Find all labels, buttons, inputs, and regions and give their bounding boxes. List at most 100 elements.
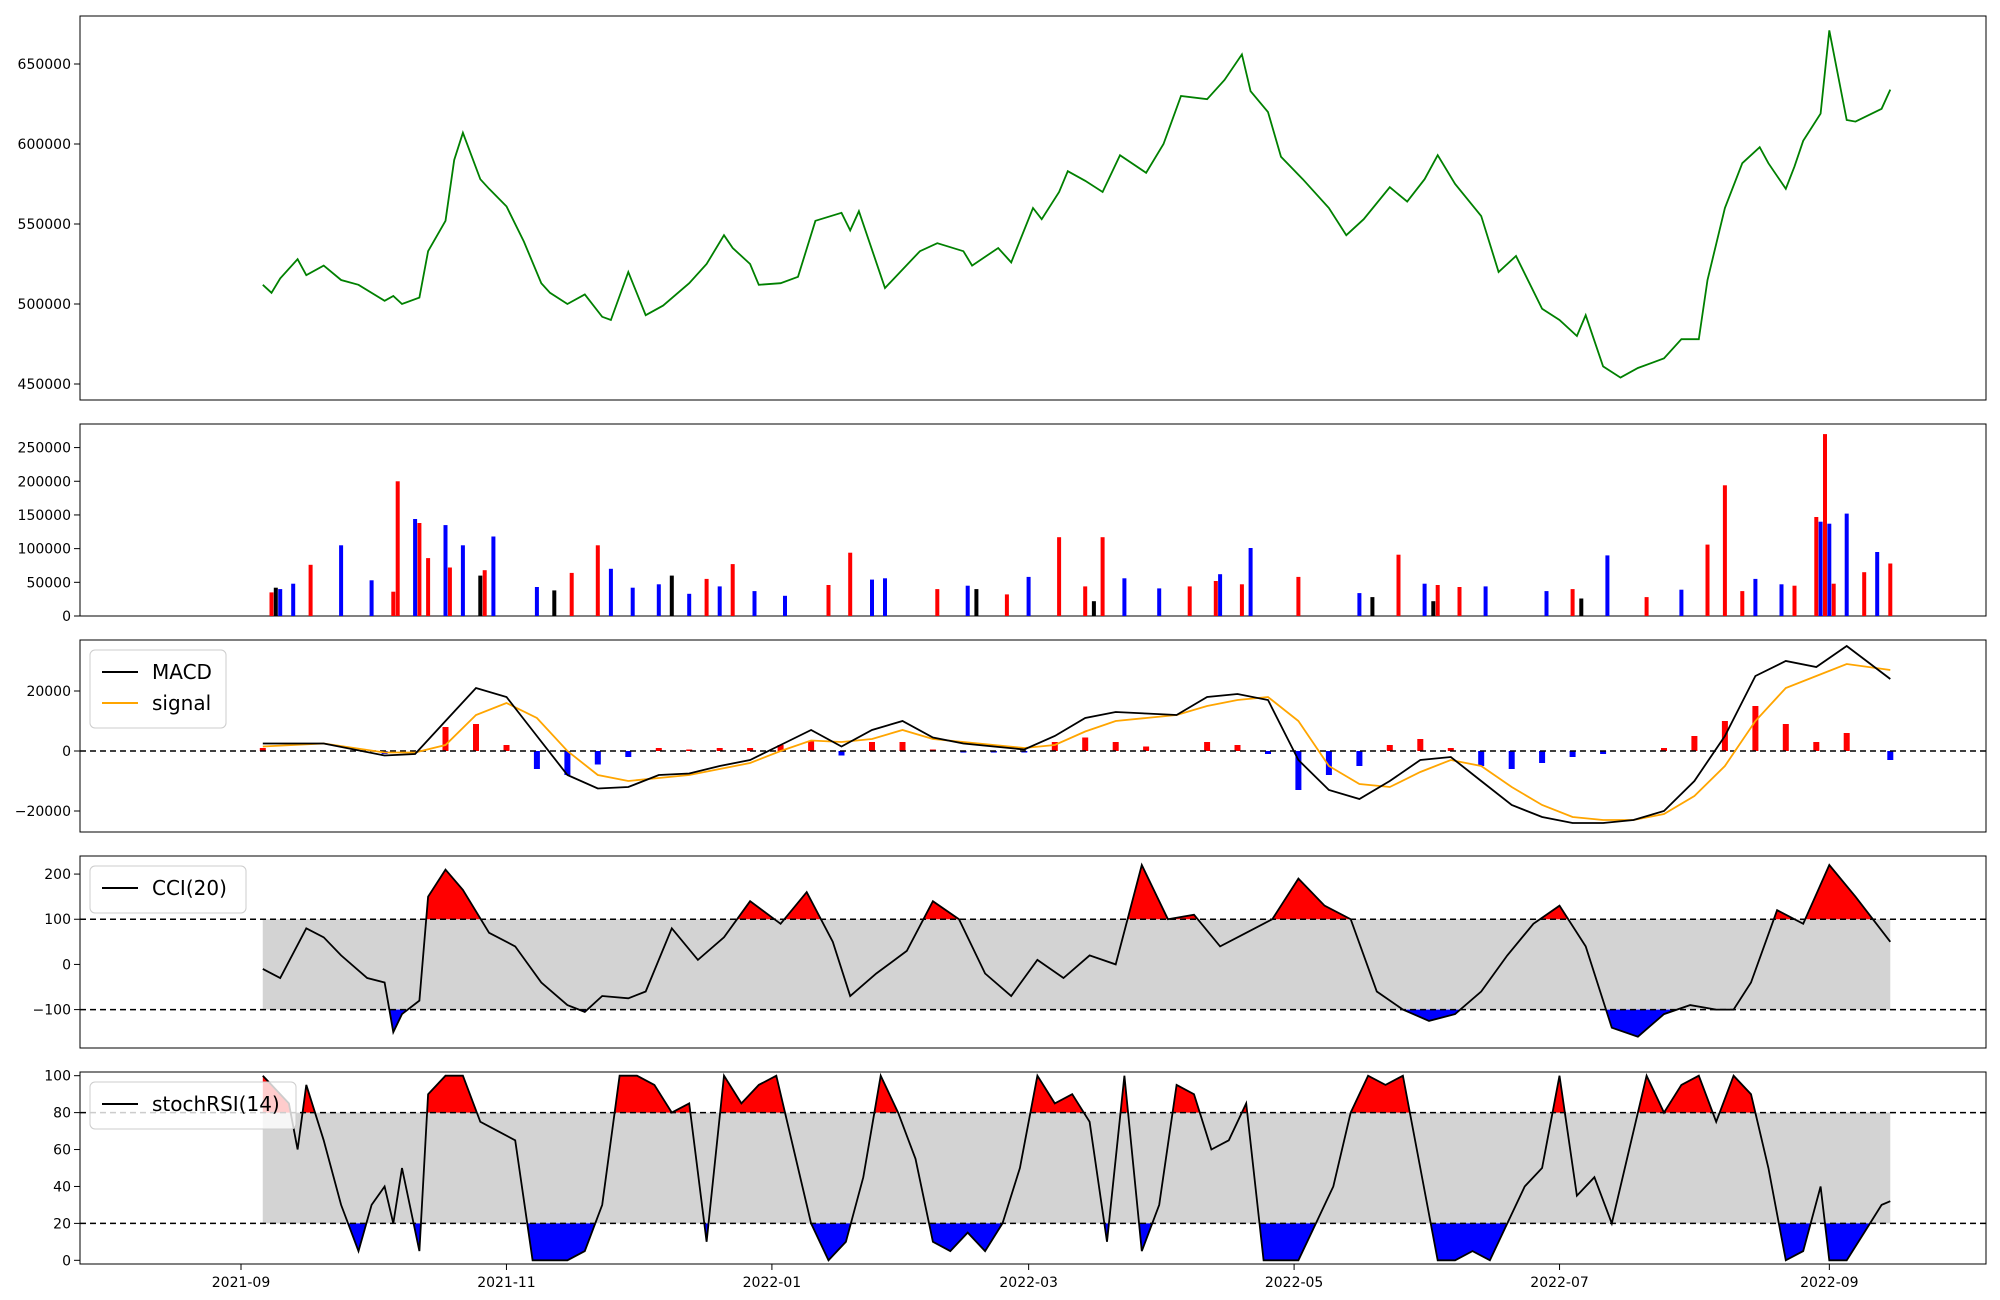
macd-histogram-bar bbox=[869, 742, 875, 751]
macd-histogram-bar bbox=[1478, 751, 1485, 766]
volume-bar-down bbox=[443, 525, 448, 616]
volume-bar-up bbox=[482, 570, 487, 616]
macd-histogram-bar bbox=[1325, 751, 1332, 775]
volume-bar-flat bbox=[669, 575, 674, 616]
cci-band bbox=[262, 919, 1891, 1010]
stochrsi-panel: 0 20 40 60 80 100 stochRSI(14) bbox=[44, 1069, 1987, 1269]
macd-histogram-bar bbox=[1234, 745, 1241, 751]
price-ytick-label: 650000 bbox=[18, 57, 71, 73]
price-ytick-label: 550000 bbox=[18, 217, 71, 233]
volume-bar-up bbox=[447, 567, 452, 616]
volume-bar-down bbox=[1026, 576, 1031, 616]
stochrsi-legend-label: stochRSI(14) bbox=[152, 1092, 280, 1116]
macd-histogram-bar bbox=[1539, 751, 1546, 763]
macd-legend-label: MACD bbox=[152, 660, 212, 684]
stochrsi-overbought-fill bbox=[1030, 1075, 1084, 1113]
price-ytick-label: 500000 bbox=[18, 297, 71, 313]
stochrsi-oversold-fill bbox=[929, 1223, 1003, 1252]
volume-bar-up bbox=[308, 564, 313, 616]
cci-legend-label: CCI(20) bbox=[152, 876, 227, 900]
volume-bar-up bbox=[569, 572, 574, 616]
volume-bar-down bbox=[608, 568, 613, 616]
volume-bar-down bbox=[491, 536, 496, 616]
volume-bar-down bbox=[1753, 578, 1758, 616]
volume-bar-up bbox=[1057, 537, 1062, 616]
macd-histogram-bar bbox=[1752, 706, 1759, 751]
cci-ytick-label: 100 bbox=[44, 912, 71, 928]
volume-bar-up bbox=[1814, 517, 1819, 616]
volume-bar-down bbox=[1157, 588, 1162, 616]
volume-bar-down bbox=[291, 583, 296, 616]
macd-histogram-bar bbox=[594, 751, 601, 765]
stochrsi-ytick-label: 60 bbox=[53, 1143, 71, 1159]
stochrsi-overbought-fill bbox=[614, 1075, 672, 1113]
volume-bar-up bbox=[1239, 584, 1244, 616]
volume-ytick-label: 200000 bbox=[18, 474, 71, 490]
stochrsi-overbought-fill bbox=[1350, 1075, 1410, 1113]
volume-bar-up bbox=[417, 523, 422, 616]
volume-bar-down bbox=[1875, 552, 1880, 616]
volume-bar-down bbox=[1544, 591, 1549, 616]
volume-bar-down bbox=[460, 545, 465, 616]
volume-bar-down bbox=[1483, 586, 1488, 616]
stochrsi-oversold-fill bbox=[348, 1223, 367, 1252]
cci-overbought-fill bbox=[1127, 865, 1168, 920]
volume-bar-down bbox=[339, 545, 344, 616]
cci-legend-box bbox=[89, 865, 247, 914]
cci-overbought-fill bbox=[426, 869, 481, 920]
volume-bar-up bbox=[1792, 585, 1797, 616]
stochrsi-line bbox=[262, 1072, 1891, 1262]
xtick-label: 2021-09 bbox=[212, 1275, 271, 1291]
macd-histogram-bar bbox=[1508, 751, 1515, 769]
macd-histogram-bar bbox=[1386, 745, 1393, 751]
cci-overbought-fill bbox=[923, 901, 959, 920]
volume-ytick-label: 0 bbox=[62, 609, 71, 625]
volume-bar-up bbox=[1644, 597, 1649, 616]
cci-oversold-fill bbox=[1402, 1009, 1461, 1021]
volume-bar-down bbox=[534, 587, 539, 616]
volume-bar-up bbox=[1083, 586, 1088, 616]
stochrsi-ytick-label: 0 bbox=[62, 1253, 71, 1269]
volume-bar-down bbox=[1827, 523, 1832, 616]
macd-histogram-bar bbox=[899, 742, 906, 751]
volume-bar-down bbox=[1218, 574, 1223, 616]
xtick-label: 2022-09 bbox=[1800, 1275, 1859, 1291]
volume-bar-down bbox=[1844, 513, 1849, 616]
macd-panel: −20000 0 20000 MACD signal bbox=[15, 639, 1987, 833]
volume-bar-flat bbox=[1579, 598, 1584, 616]
macd-histogram-bar bbox=[1356, 751, 1363, 766]
stochrsi-legend-box bbox=[89, 1081, 297, 1130]
macd-histogram-bar bbox=[1447, 748, 1454, 751]
stochrsi-overbought-fill bbox=[1552, 1075, 1565, 1113]
macd-histogram-bar bbox=[533, 751, 540, 769]
volume-bar-down bbox=[1422, 583, 1427, 616]
stochrsi-plot-area bbox=[79, 1071, 1987, 1265]
volume-bar-up bbox=[1862, 572, 1867, 616]
cci-line bbox=[262, 862, 1892, 1038]
volume-bar-up bbox=[1100, 537, 1105, 616]
volume-ytick-label: 50000 bbox=[26, 575, 71, 591]
volume-bar-down bbox=[278, 589, 283, 616]
macd-histogram-bar bbox=[1887, 751, 1894, 760]
stochrsi-overbought-fill bbox=[427, 1075, 477, 1113]
volume-bar-up bbox=[595, 545, 600, 616]
macd-histogram-bar bbox=[1661, 748, 1667, 751]
macd-histogram-bar bbox=[473, 724, 479, 751]
xtick-label: 2022-01 bbox=[743, 1275, 802, 1291]
macd-histogram-bar bbox=[259, 748, 266, 751]
volume-bar-up bbox=[1570, 589, 1575, 616]
volume-bar-down bbox=[630, 587, 635, 616]
cci-oversold-fill bbox=[1606, 1009, 1677, 1037]
volume-bar-down bbox=[687, 593, 692, 616]
macd-histogram-bar bbox=[838, 751, 845, 756]
volume-bar-down bbox=[369, 580, 374, 616]
volume-bar-up bbox=[848, 552, 853, 616]
volume-bar-down bbox=[883, 578, 887, 616]
xtick-label: 2022-05 bbox=[1265, 1275, 1324, 1291]
macd-histogram-bar bbox=[564, 751, 571, 775]
volume-bar-down bbox=[1248, 548, 1253, 616]
stochrsi-band bbox=[262, 1112, 1891, 1224]
macd-plot-area bbox=[79, 639, 1987, 833]
volume-bar-down bbox=[870, 579, 874, 616]
